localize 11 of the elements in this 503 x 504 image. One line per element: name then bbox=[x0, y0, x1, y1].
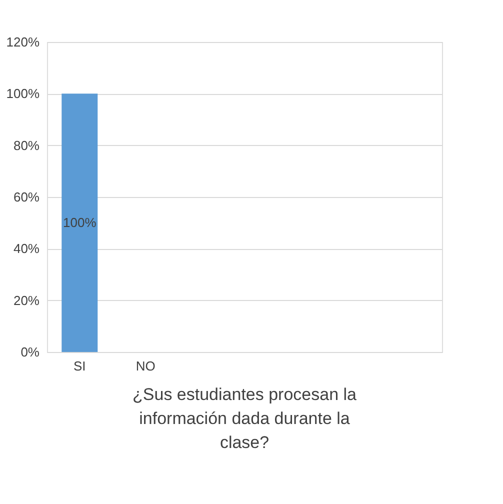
y-tick-label: 100% bbox=[6, 86, 40, 102]
x-tick-label: SI bbox=[73, 358, 86, 374]
x-tick-label: NO bbox=[136, 358, 156, 374]
data-label: 100% bbox=[63, 214, 97, 230]
y-tick-label: 40% bbox=[13, 241, 40, 256]
text: ¿Sus estudiantes procesan la información dada durante la clase? bbox=[132, 385, 358, 452]
y-tick-label: 0% bbox=[20, 344, 40, 360]
y-tick-label: 60% bbox=[13, 190, 40, 204]
y-tick-label: 120% bbox=[6, 34, 40, 50]
y-tick-label: 20% bbox=[13, 292, 40, 308]
y-tick-label: 80% bbox=[13, 138, 40, 153]
